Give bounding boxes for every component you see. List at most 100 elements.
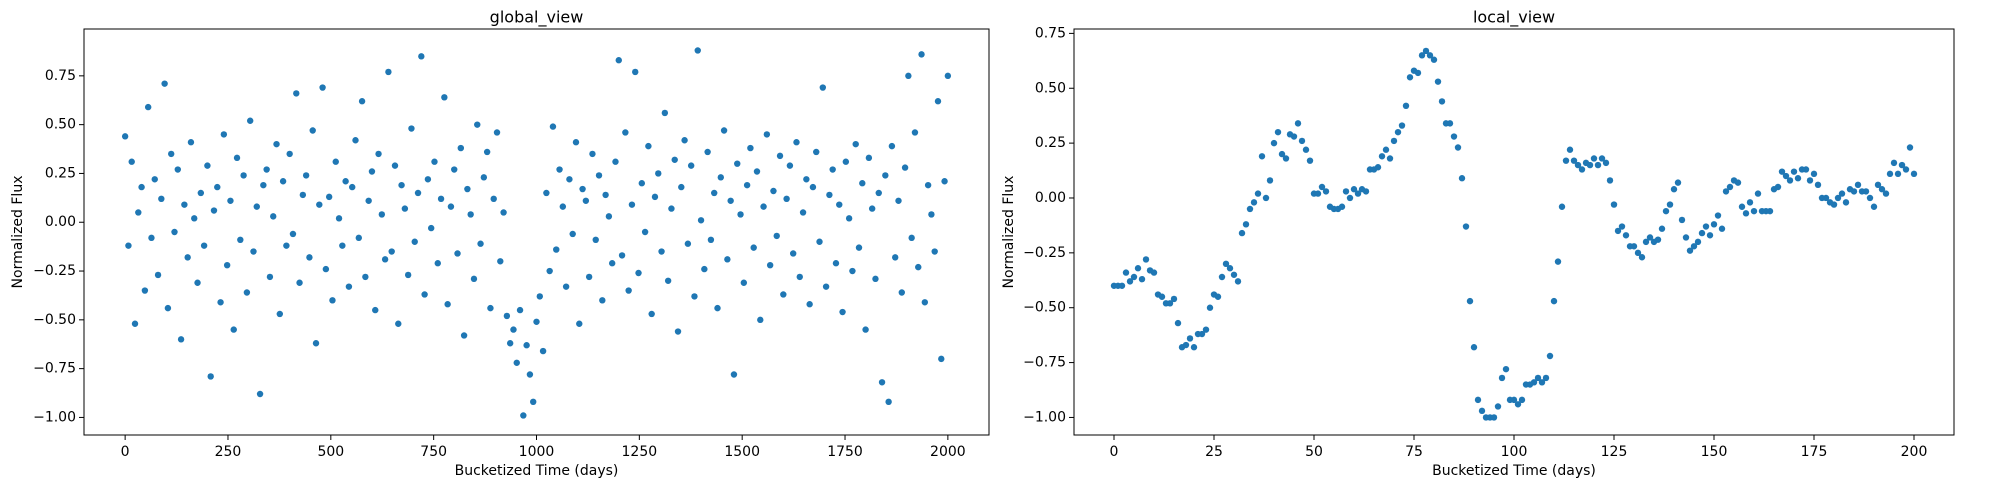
point: [161, 80, 168, 87]
point: [845, 215, 853, 222]
point: [747, 144, 754, 152]
point: [1258, 153, 1266, 160]
point: [1382, 146, 1390, 153]
point: [941, 178, 948, 185]
point: [753, 168, 761, 175]
point: [832, 260, 840, 267]
point: [576, 320, 583, 327]
point: [1118, 282, 1126, 289]
point: [632, 68, 639, 76]
point: [1802, 166, 1810, 173]
point: [852, 140, 859, 148]
x-tick-label: 1750: [827, 444, 863, 460]
point: [915, 263, 922, 271]
point: [641, 228, 649, 236]
point: [740, 279, 748, 286]
point: [1778, 168, 1786, 175]
point: [921, 299, 929, 306]
point: [1698, 229, 1706, 237]
point: [1894, 170, 1902, 178]
point: [1386, 155, 1394, 162]
point: [543, 189, 550, 197]
y-tick-label: −0.75: [33, 361, 76, 377]
point: [780, 291, 787, 298]
point: [1642, 238, 1650, 246]
y-tick-label: −0.50: [33, 312, 76, 328]
point: [329, 297, 336, 304]
point: [882, 172, 889, 179]
point: [1890, 159, 1898, 167]
point: [342, 178, 349, 185]
point: [1182, 341, 1190, 349]
point: [1406, 74, 1414, 81]
point: [579, 185, 586, 193]
point: [1498, 374, 1506, 382]
point: [599, 297, 606, 304]
point: [819, 84, 827, 91]
point: [530, 398, 537, 406]
point: [684, 240, 692, 247]
point: [1466, 297, 1474, 305]
point: [1202, 326, 1210, 333]
point: [520, 412, 527, 419]
point: [1262, 194, 1270, 202]
x-tick-label: 500: [317, 444, 344, 460]
point: [865, 154, 873, 162]
point: [1670, 186, 1678, 193]
point: [595, 172, 603, 179]
point: [908, 234, 915, 242]
axes-frame: [83, 28, 990, 436]
point: [585, 273, 593, 281]
point: [1230, 271, 1238, 278]
point: [1294, 120, 1302, 127]
point: [546, 267, 553, 275]
point: [803, 176, 810, 183]
point: [227, 197, 234, 204]
point: [1514, 401, 1522, 408]
point: [289, 230, 297, 238]
point: [1538, 379, 1546, 386]
point: [477, 240, 484, 247]
point: [1350, 186, 1358, 193]
point: [233, 154, 241, 162]
point: [414, 189, 422, 197]
point: [1450, 133, 1458, 140]
point: [1274, 128, 1282, 136]
point: [325, 193, 333, 201]
point: [905, 72, 912, 80]
point: [1830, 201, 1838, 208]
point: [174, 166, 181, 173]
point: [1638, 254, 1646, 261]
point: [760, 203, 767, 210]
point: [648, 310, 655, 318]
x-tick-label: 750: [420, 444, 447, 460]
point: [1554, 258, 1562, 265]
point: [707, 236, 715, 244]
point: [385, 68, 392, 76]
point: [437, 195, 445, 203]
point: [1518, 396, 1526, 404]
point: [506, 340, 514, 347]
point: [1502, 365, 1510, 373]
point: [131, 320, 139, 327]
point: [1590, 155, 1598, 162]
point: [717, 174, 724, 181]
point: [1362, 188, 1370, 195]
point: [638, 180, 646, 187]
point: [1622, 232, 1630, 239]
point: [1810, 170, 1818, 178]
x-tick-label: 0: [121, 444, 130, 460]
point: [1814, 181, 1822, 189]
point: [240, 172, 247, 179]
point: [510, 326, 517, 333]
y-tick-label: 0.25: [1035, 135, 1066, 151]
point: [368, 168, 376, 175]
point: [836, 201, 843, 208]
point: [128, 158, 135, 165]
point: [270, 213, 277, 220]
point: [296, 279, 303, 286]
y-tick-label: 0.75: [45, 68, 76, 84]
point: [490, 195, 497, 203]
point: [1446, 120, 1454, 127]
point: [1302, 146, 1310, 153]
